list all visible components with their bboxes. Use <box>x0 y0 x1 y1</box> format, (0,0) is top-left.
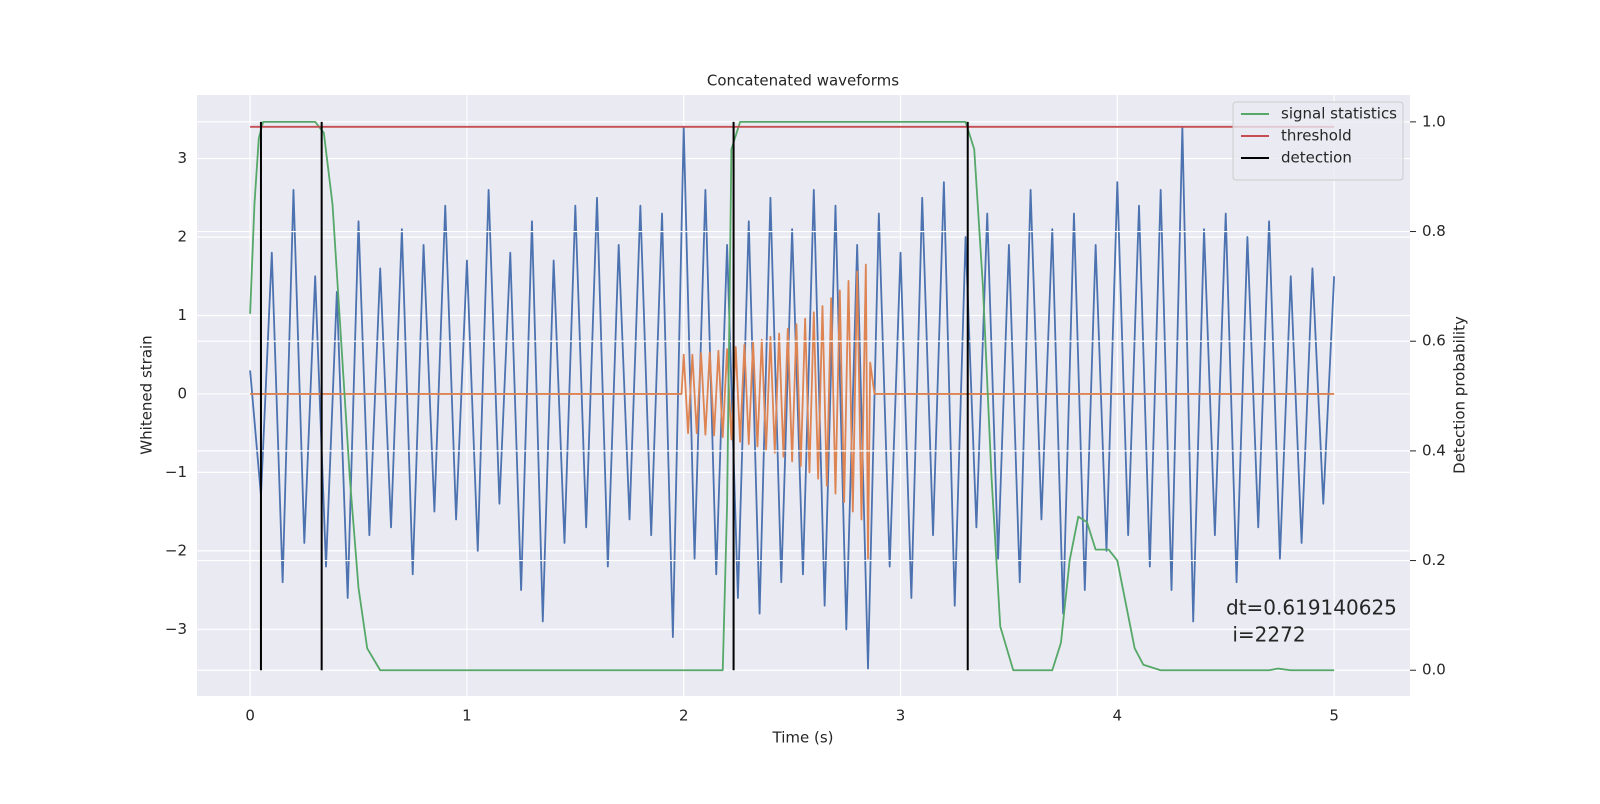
annotation: dt=0.619140625 <box>1226 596 1397 620</box>
legend-label: detection <box>1281 149 1352 167</box>
x-tick-label: 3 <box>896 707 906 725</box>
y2-tick-label: 0.0 <box>1422 661 1446 679</box>
x-axis-label: Time (s) <box>772 729 834 747</box>
series-line <box>249 126 1336 670</box>
chart-title: Concatenated waveforms <box>707 72 899 90</box>
series-line <box>249 120 1335 672</box>
y2-tick-label: 1.0 <box>1422 112 1446 130</box>
x-tick-label: 0 <box>245 707 255 725</box>
y-tick-label: −1 <box>165 463 187 481</box>
legend-label: signal statistics <box>1281 105 1397 123</box>
y2-tick-label: 0.8 <box>1422 222 1446 240</box>
x-tick-label: 4 <box>1113 707 1123 725</box>
legend-box <box>1232 101 1404 181</box>
y-tick-label: −3 <box>165 620 187 638</box>
x-tick-label: 1 <box>462 707 472 725</box>
y-axis-label: Whitened strain <box>138 335 156 454</box>
y2-tick-label: 0.6 <box>1422 332 1446 350</box>
y-tick-label: 2 <box>177 228 187 246</box>
annotation: i=2272 <box>1226 623 1306 647</box>
x-tick-label: 5 <box>1329 707 1339 725</box>
legend-label: threshold <box>1281 127 1352 145</box>
y-tick-label: 1 <box>177 306 187 324</box>
y2-tick-label: 0.4 <box>1422 441 1446 459</box>
y-tick-label: −2 <box>165 541 187 559</box>
y2-tick-label: 0.2 <box>1422 551 1446 569</box>
x-tick-label: 2 <box>679 707 689 725</box>
y-tick-label: 3 <box>177 149 187 167</box>
y2-axis-label: Detection probability <box>1451 316 1469 474</box>
y-tick-label: 0 <box>177 384 187 402</box>
series-line <box>250 263 1335 560</box>
